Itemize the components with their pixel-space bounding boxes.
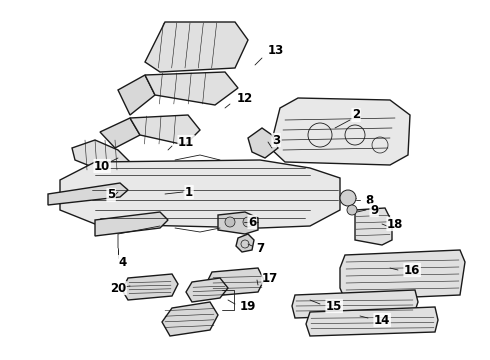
Text: 10: 10 xyxy=(94,159,110,172)
Polygon shape xyxy=(340,250,465,300)
Polygon shape xyxy=(60,160,340,228)
Text: 16: 16 xyxy=(404,264,420,276)
Circle shape xyxy=(225,217,235,227)
Circle shape xyxy=(243,217,253,227)
Text: 17: 17 xyxy=(262,271,278,284)
Text: 6: 6 xyxy=(248,216,256,229)
Polygon shape xyxy=(270,98,410,165)
Polygon shape xyxy=(306,307,438,336)
Text: 9: 9 xyxy=(370,203,378,216)
Polygon shape xyxy=(48,183,128,205)
Polygon shape xyxy=(162,302,218,336)
Text: 15: 15 xyxy=(326,300,343,312)
Polygon shape xyxy=(236,234,254,252)
Polygon shape xyxy=(218,212,258,234)
Text: 4: 4 xyxy=(118,256,126,269)
Text: 11: 11 xyxy=(178,135,194,148)
Text: 20: 20 xyxy=(110,282,126,294)
Polygon shape xyxy=(130,115,200,145)
Text: 2: 2 xyxy=(352,108,360,122)
Text: 1: 1 xyxy=(185,185,193,198)
Polygon shape xyxy=(355,208,392,245)
Text: 3: 3 xyxy=(272,134,280,147)
Text: 13: 13 xyxy=(268,44,284,57)
Text: 12: 12 xyxy=(237,91,253,104)
Polygon shape xyxy=(186,278,228,302)
Polygon shape xyxy=(206,268,264,296)
Text: 14: 14 xyxy=(374,314,391,327)
Text: 18: 18 xyxy=(387,217,403,230)
Polygon shape xyxy=(292,290,418,318)
Polygon shape xyxy=(100,118,140,148)
Text: 7: 7 xyxy=(256,242,264,255)
Text: 19: 19 xyxy=(240,300,256,312)
Circle shape xyxy=(347,205,357,215)
Polygon shape xyxy=(112,178,136,202)
Circle shape xyxy=(340,190,356,206)
Polygon shape xyxy=(95,212,168,236)
Text: 8: 8 xyxy=(365,194,373,207)
Polygon shape xyxy=(72,140,130,172)
Polygon shape xyxy=(145,22,248,72)
Polygon shape xyxy=(248,128,278,158)
Text: 5: 5 xyxy=(107,189,115,202)
Polygon shape xyxy=(122,274,178,300)
Polygon shape xyxy=(118,75,155,115)
Polygon shape xyxy=(145,72,238,105)
